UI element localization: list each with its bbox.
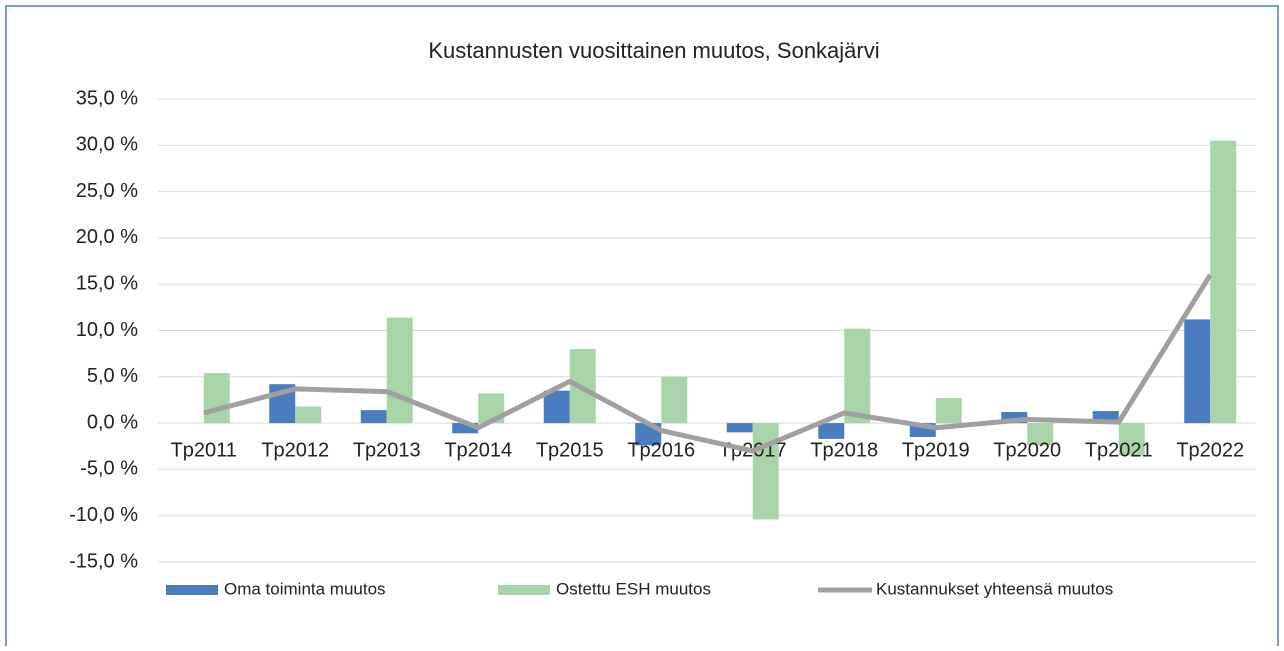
x-tick-label: Tp2022 [1176,439,1244,461]
bar [935,398,962,424]
legend-label: Oma toiminta muutos [224,579,386,598]
bar [661,376,688,424]
y-tick-label: 25,0 % [76,180,138,202]
x-tick-label: Tp2015 [536,439,604,461]
legend-swatch [498,585,550,595]
y-tick-label: 0,0 % [87,411,138,433]
x-tick-label: Tp2016 [627,439,695,461]
line-series [203,273,1213,454]
y-tick-label: -15,0 % [69,550,138,572]
bar [1184,319,1211,424]
bar [752,423,779,520]
bar [386,317,413,424]
bar [543,390,570,424]
bar [452,423,479,434]
bar [203,373,230,424]
legend-label: Kustannukset yhteensä muutos [876,579,1113,598]
x-tick-label: Tp2011 [171,439,237,461]
y-tick-label: 15,0 % [76,272,138,294]
y-tick-label: 30,0 % [76,134,138,156]
y-tick-label: 20,0 % [76,226,138,248]
x-tick-label: Tp2020 [993,439,1061,461]
y-tick-label: 35,0 % [76,87,138,109]
legend-swatch [166,585,218,595]
x-tick-label: Tp2021 [1085,439,1153,461]
y-tick-label: -5,0 % [80,458,138,480]
x-tick-label: Tp2013 [353,439,421,461]
y-tick-label: 10,0 % [76,319,138,341]
bar [844,328,871,424]
bar [818,423,845,439]
bar [726,423,753,433]
bar [1001,411,1028,424]
y-tick-label: 5,0 % [87,365,138,387]
x-tick-label: Tp2014 [444,439,512,461]
bar [1027,423,1054,446]
x-tick-label: Tp2018 [810,439,878,461]
y-tick-label: -10,0 % [69,504,138,526]
bar [295,406,322,424]
bar [1210,140,1237,424]
x-tick-label: Tp2019 [902,439,970,461]
chart-title: Kustannusten vuosittainen muutos, Sonkaj… [428,38,879,63]
x-tick-label: Tp2012 [261,439,329,461]
bar [360,410,387,424]
legend-label: Ostettu ESH muutos [556,579,711,598]
bar [1118,423,1145,456]
chart-frame [5,5,1279,651]
